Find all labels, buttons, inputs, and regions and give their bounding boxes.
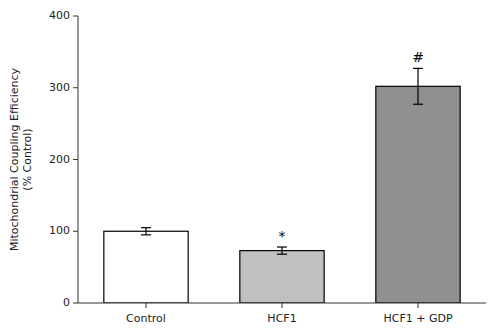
y-tick [73, 16, 78, 17]
x-tick [282, 303, 283, 308]
y-axis-label-line: Mitochondrial Coupling Efficiency [8, 67, 21, 251]
error-bar [141, 228, 151, 235]
chart: 0 100 200 300 400 Mitochondrial Coupling Effi… [0, 0, 500, 333]
y-tick-label: 100 [49, 224, 70, 237]
bar [104, 231, 188, 303]
annotation: # [412, 49, 424, 65]
y-tick-label: 200 [49, 153, 70, 166]
y-tick-label: 300 [49, 81, 70, 94]
y-tick [73, 87, 78, 88]
y-axis-label-line: (% Control) [21, 128, 34, 190]
bar [240, 251, 324, 303]
y-axis-label: Mitochondrial Coupling Efficiency(% Cont… [8, 67, 34, 251]
x-tick-label: Control [126, 312, 166, 325]
y-tick [73, 159, 78, 160]
error-bar [277, 247, 287, 254]
y-tick-label: 0 [63, 296, 70, 309]
x-tick-label: HCF1 + GDP [383, 312, 452, 325]
bar [376, 86, 460, 303]
annotation: * [279, 228, 286, 244]
x-tick [146, 303, 147, 308]
x-tick [418, 303, 419, 308]
x-tick-label: HCF1 [267, 312, 296, 325]
y-tick [73, 231, 78, 232]
y-tick-label: 400 [49, 9, 70, 22]
plot-area [104, 68, 460, 303]
error-bar [413, 68, 423, 104]
y-tick [73, 303, 78, 304]
